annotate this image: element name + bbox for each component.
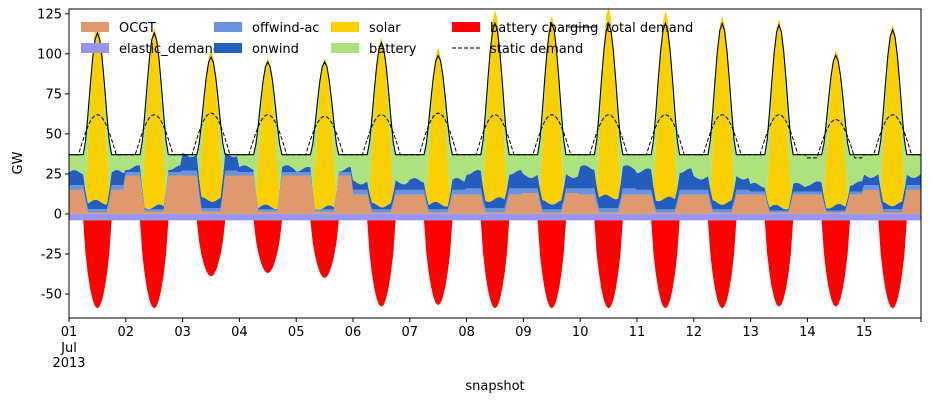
legend-label: offwind-ac xyxy=(252,21,319,36)
y-tick-label: 50 xyxy=(45,127,62,142)
legend-item-static-demand: static demand xyxy=(452,42,583,57)
legend: OCGT elastic_demand offwind-ac onwind solar b… xyxy=(81,21,693,57)
y-axis: -50 -25 0 25 50 75 100 125 xyxy=(37,7,69,302)
legend-label: battery xyxy=(369,42,417,57)
legend-label: solar xyxy=(369,21,401,36)
x-tick-label: 06 xyxy=(345,325,362,340)
x-tick-label: 10 xyxy=(572,325,589,340)
x-tick-label: 12 xyxy=(686,325,703,340)
x-tick-sublabel: Jul xyxy=(60,341,77,356)
legend-swatch xyxy=(452,22,480,32)
x-tick-label: 05 xyxy=(288,325,305,340)
legend-label: elastic_demand xyxy=(119,42,221,57)
x-tick-label: 13 xyxy=(742,325,759,340)
x-tick-label: 07 xyxy=(402,325,419,340)
legend-item-offwind-ac: offwind-ac xyxy=(214,21,319,36)
x-tick-label: 09 xyxy=(515,325,532,340)
legend-swatch xyxy=(214,22,242,32)
x-tick-sublabel: 2013 xyxy=(52,356,85,371)
x-tick-label: 02 xyxy=(118,325,135,340)
x-tick-label: 15 xyxy=(856,325,873,340)
y-tick-label: 25 xyxy=(45,167,62,182)
x-tick-label: 11 xyxy=(629,325,646,340)
legend-item-battery-charging: battery charging xyxy=(452,21,598,36)
y-tick-label: 75 xyxy=(45,87,62,102)
area-ocgt xyxy=(69,175,921,214)
x-tick-label: 01 xyxy=(61,325,78,340)
x-axis-label: snapshot xyxy=(465,379,524,394)
area-offwind-ac xyxy=(69,170,921,213)
legend-label: OCGT xyxy=(119,21,156,36)
legend-swatch xyxy=(331,22,359,32)
y-tick-label: 100 xyxy=(37,47,62,62)
legend-swatch xyxy=(331,43,359,53)
x-tick-label: 03 xyxy=(174,325,191,340)
legend-label: onwind xyxy=(252,42,299,57)
legend-label: battery charging xyxy=(490,21,598,36)
x-tick-label: 14 xyxy=(799,325,816,340)
legend-item-ocgt: OCGT xyxy=(81,21,156,36)
legend-item-battery: battery xyxy=(331,42,417,57)
legend-swatch xyxy=(81,43,109,53)
y-tick-label: -50 xyxy=(41,287,62,302)
area-elastic-demand xyxy=(69,213,921,221)
plot-lines xyxy=(69,21,921,159)
y-tick-label: -25 xyxy=(41,247,62,262)
legend-swatch xyxy=(81,22,109,32)
legend-item-elastic-demand: elastic_demand xyxy=(81,42,221,57)
area-onwind xyxy=(69,152,921,211)
line-total-demand xyxy=(69,21,921,156)
legend-item-onwind: onwind xyxy=(214,42,299,57)
plot-areas xyxy=(69,6,921,309)
y-tick-label: 125 xyxy=(37,7,62,22)
axes-frame xyxy=(68,8,922,319)
area-solar xyxy=(69,6,921,210)
legend-item-total-demand: total demand xyxy=(568,21,693,36)
legend-item-solar: solar xyxy=(331,21,401,36)
y-axis-label: GW xyxy=(11,151,26,174)
y-tick-label: 0 xyxy=(54,207,62,222)
x-tick-label: 04 xyxy=(231,325,248,340)
legend-swatch xyxy=(214,43,242,53)
line-static-demand xyxy=(69,112,921,159)
legend-label: static demand xyxy=(490,42,583,57)
area-battery-charging xyxy=(69,220,921,309)
legend-label: total demand xyxy=(606,21,693,36)
x-tick-label: 08 xyxy=(458,325,475,340)
